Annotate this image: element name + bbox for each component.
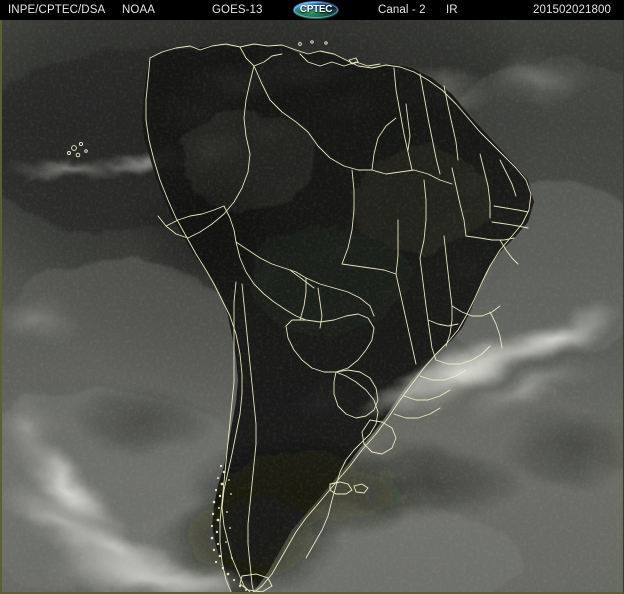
patagonia-fjord-detail	[210, 464, 247, 591]
cptec-logo-ring	[294, 2, 338, 18]
header-agency-label: INPE/CPTEC/DSA	[8, 4, 106, 16]
image-header-bar: INPE/CPTEC/DSA NOAA GOES-13 CPTEC Canal …	[0, 0, 624, 20]
cptec-logo-icon: CPTEC	[293, 1, 339, 19]
satellite-image-canvas	[0, 20, 624, 594]
header-band-label: IR	[446, 4, 458, 16]
header-channel-label: Canal - 2	[378, 4, 426, 16]
political-boundary-overlay	[145, 43, 532, 594]
cptec-logo-label: CPTEC	[299, 4, 333, 15]
header-datetime-label: 201502021800	[533, 4, 611, 16]
satellite-imagery	[0, 20, 624, 594]
header-operator-label: NOAA	[122, 4, 155, 16]
island-outlines	[67, 40, 369, 593]
header-satellite-label: GOES-13	[212, 4, 263, 16]
